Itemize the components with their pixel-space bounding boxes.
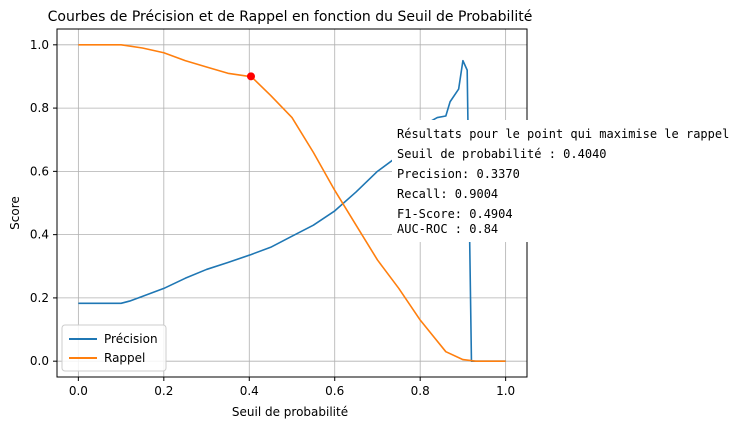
annotation-line: Precision: 0.3370 bbox=[397, 167, 520, 181]
annotation-background bbox=[392, 120, 753, 242]
x-tick-label: 1.0 bbox=[496, 384, 515, 398]
x-axis: 0.0 0.2 0.4 0.6 0.8 1.0 bbox=[69, 377, 515, 398]
y-axis: 0.0 0.2 0.4 0.6 0.8 1.0 bbox=[30, 38, 57, 368]
x-tick-label: 0.2 bbox=[154, 384, 173, 398]
annotation-line: F1-Score: 0.4904 bbox=[397, 207, 513, 221]
y-tick-label: 1.0 bbox=[30, 38, 49, 52]
chart-title: Courbes de Précision et de Rappel en fon… bbox=[48, 9, 533, 25]
annotation-line: AUC-ROC : 0.84 bbox=[397, 222, 498, 236]
y-tick-label: 0.6 bbox=[30, 164, 49, 178]
annotation-line: Recall: 0.9004 bbox=[397, 187, 498, 201]
annotation-line: Résultats pour le point qui maximise le … bbox=[397, 127, 729, 141]
series-layer bbox=[78, 44, 506, 362]
y-tick-label: 0.2 bbox=[30, 291, 49, 305]
y-axis-label: Score bbox=[8, 196, 22, 230]
max-recall-point bbox=[246, 72, 255, 81]
legend-label-precision: Précision bbox=[104, 332, 158, 346]
y-tick-label: 0.0 bbox=[30, 354, 49, 368]
x-tick-label: 0.8 bbox=[411, 384, 430, 398]
legend-box bbox=[61, 324, 167, 372]
x-tick-label: 0.4 bbox=[240, 384, 259, 398]
series-line-precision bbox=[78, 59, 506, 362]
x-axis-label: Seuil de probabilité bbox=[232, 405, 348, 419]
legend-label-rappel: Rappel bbox=[104, 351, 145, 365]
x-tick-label: 0.6 bbox=[325, 384, 344, 398]
series-line-rappel bbox=[78, 44, 506, 362]
legend: Précision Rappel bbox=[61, 324, 167, 372]
annotation-line: Seuil de probabilité : 0.4040 bbox=[397, 147, 607, 161]
annotation-box: Résultats pour le point qui maximise le … bbox=[392, 120, 753, 242]
y-tick-label: 0.4 bbox=[30, 228, 49, 242]
x-tick-label: 0.0 bbox=[69, 384, 88, 398]
y-tick-label: 0.8 bbox=[30, 101, 49, 115]
highlight-layer bbox=[246, 72, 255, 81]
